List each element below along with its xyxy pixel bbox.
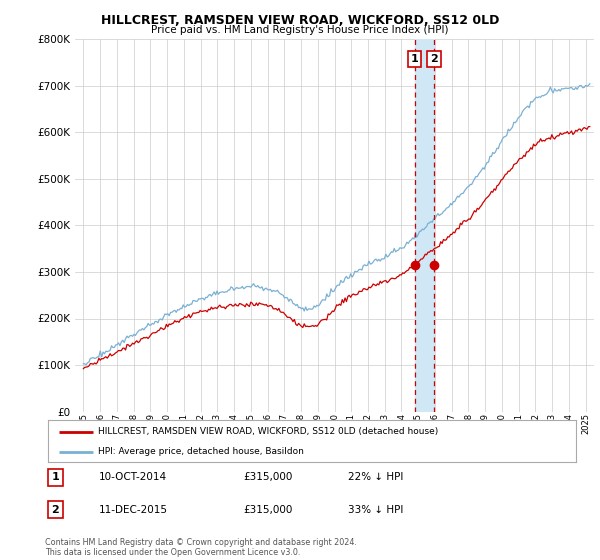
Bar — [415, 39, 434, 412]
Text: £315,000: £315,000 — [243, 505, 292, 515]
Text: Contains HM Land Registry data © Crown copyright and database right 2024.
This d: Contains HM Land Registry data © Crown c… — [45, 538, 357, 557]
Text: 33% ↓ HPI: 33% ↓ HPI — [348, 505, 403, 515]
Text: HILLCREST, RAMSDEN VIEW ROAD, WICKFORD, SS12 0LD: HILLCREST, RAMSDEN VIEW ROAD, WICKFORD, … — [101, 14, 499, 27]
Text: £315,000: £315,000 — [243, 472, 292, 482]
Text: 22% ↓ HPI: 22% ↓ HPI — [348, 472, 403, 482]
Text: 10-OCT-2014: 10-OCT-2014 — [99, 472, 167, 482]
Text: HILLCREST, RAMSDEN VIEW ROAD, WICKFORD, SS12 0LD (detached house): HILLCREST, RAMSDEN VIEW ROAD, WICKFORD, … — [98, 427, 439, 436]
Text: 1: 1 — [411, 54, 419, 64]
Text: Price paid vs. HM Land Registry's House Price Index (HPI): Price paid vs. HM Land Registry's House … — [151, 25, 449, 35]
Text: 1: 1 — [52, 472, 59, 482]
Text: 2: 2 — [52, 505, 59, 515]
Text: HPI: Average price, detached house, Basildon: HPI: Average price, detached house, Basi… — [98, 447, 304, 456]
Text: 2: 2 — [430, 54, 438, 64]
Text: 11-DEC-2015: 11-DEC-2015 — [99, 505, 168, 515]
